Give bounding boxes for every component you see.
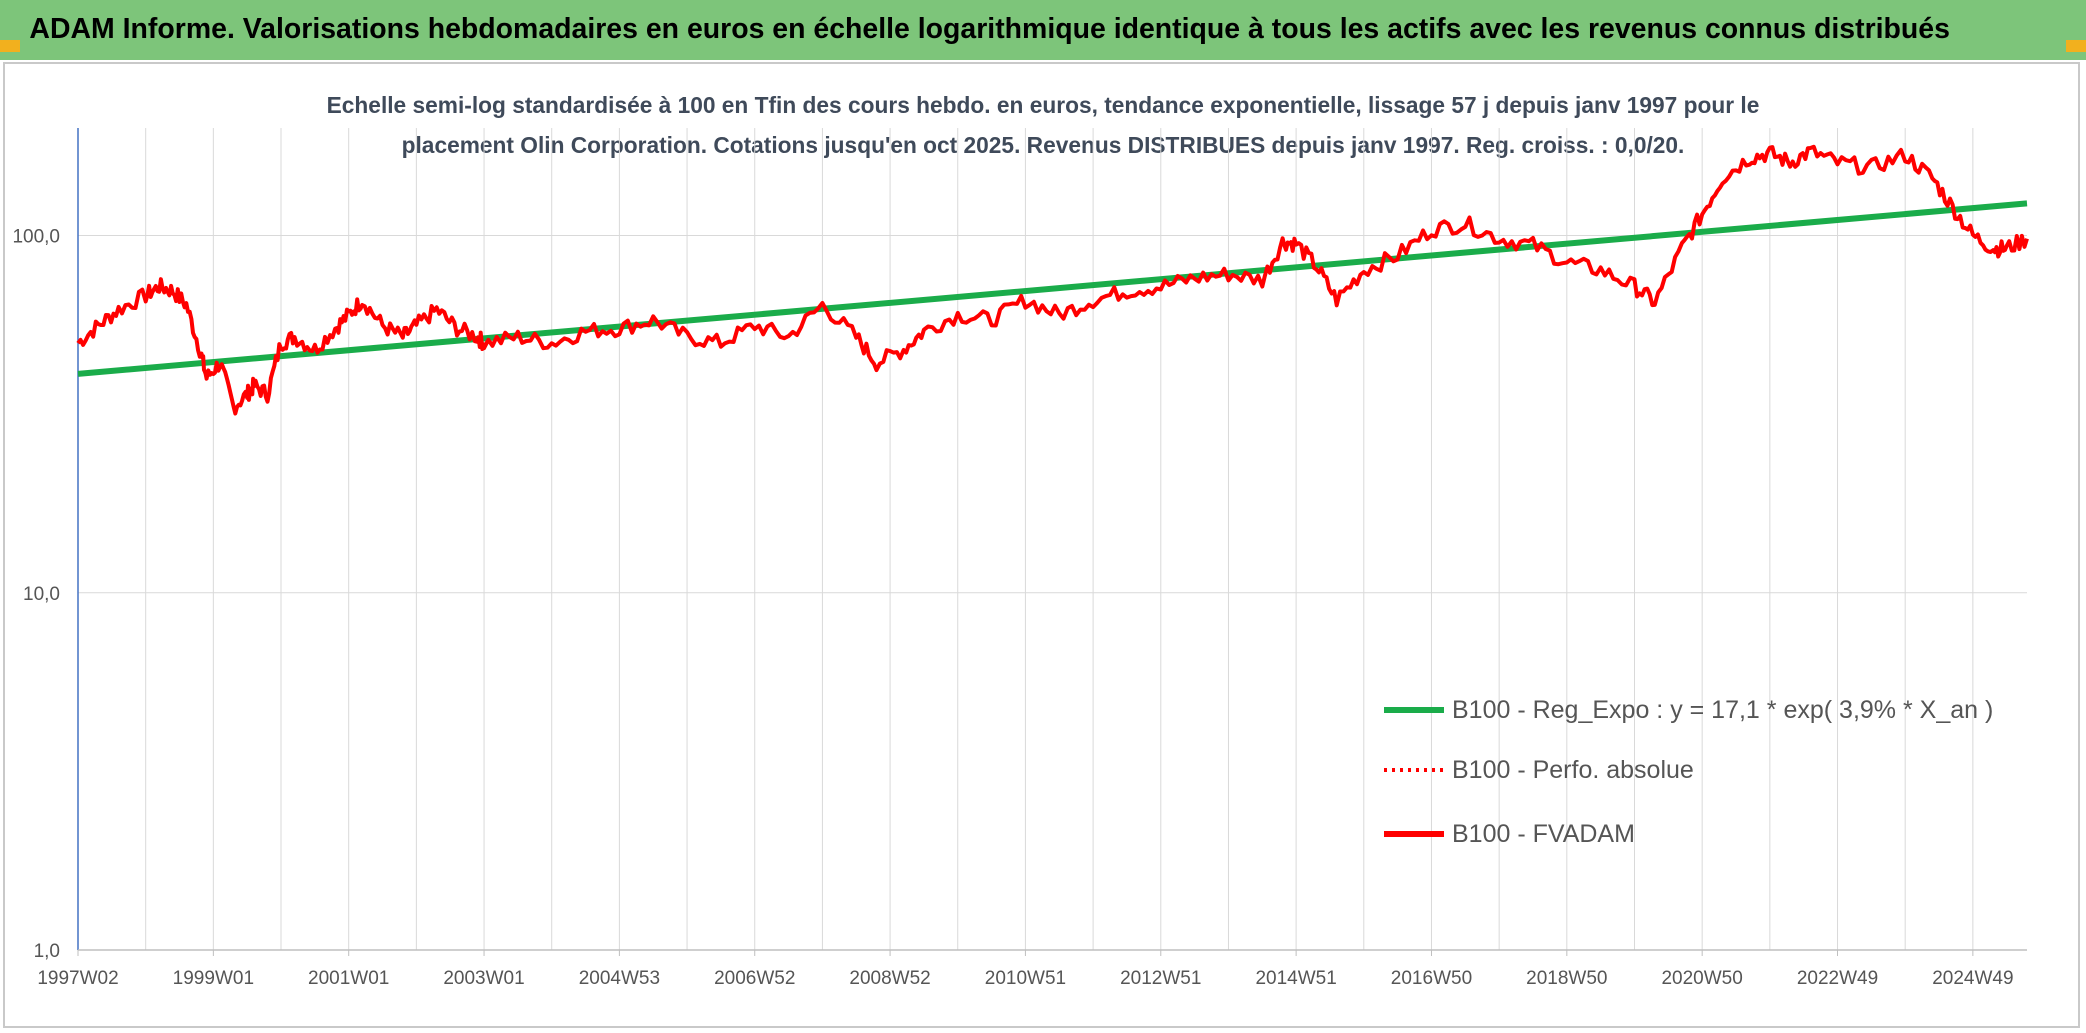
x-tick-label: 2014W51	[1255, 968, 1336, 989]
trend-line	[77, 200, 2028, 377]
x-tick-label: 2008W52	[849, 968, 930, 989]
title-banner	[0, 0, 2086, 60]
x-tick-label: 1997W02	[37, 968, 118, 989]
legend-label-trend: B100 - Reg_Expo : y = 17,1 * exp( 3,9% *…	[1452, 696, 1994, 724]
x-tick-label: 2010W51	[985, 968, 1066, 989]
y-tick-label: 1,0	[34, 941, 60, 962]
y-tick-label: 10,0	[23, 584, 60, 605]
chart-title-line-1: Echelle semi-log standardisée à 100 en T…	[326, 92, 1760, 118]
x-tick-label: 2006W52	[714, 968, 795, 989]
corner-marker-left	[0, 40, 20, 52]
x-tick-label: 2001W01	[308, 968, 389, 989]
x-tick-label: 2012W51	[1120, 968, 1201, 989]
legend-label-perfo: B100 - Perfo. absolue	[1452, 756, 1694, 784]
corner-marker-right	[2066, 40, 2086, 52]
y-tick-label: 100,0	[12, 227, 60, 248]
x-tick-label: 2020W50	[1661, 968, 1742, 989]
x-tick-label: 2022W49	[1797, 968, 1878, 989]
fvadam-line	[76, 144, 2029, 416]
page-title: ADAM Informe. Valorisations hebdomadaire…	[29, 13, 1950, 45]
legend-swatch-trend	[1384, 707, 1444, 713]
legend-label-fvadam: B100 - FVADAM	[1452, 820, 1635, 848]
x-tick-label: 2018W50	[1526, 968, 1607, 989]
chart-frame	[3, 62, 2080, 1028]
x-tick-label: 2024W49	[1932, 968, 2013, 989]
legend-swatch-perfo	[1384, 768, 1444, 772]
x-tick-label: 2004W53	[579, 968, 660, 989]
chart-title-line-2: placement Olin Corporation. Cotations ju…	[401, 132, 1685, 158]
legend-swatch-fvadam	[1384, 831, 1444, 837]
x-tick-label: 1999W01	[173, 968, 254, 989]
x-tick-label: 2003W01	[443, 968, 524, 989]
x-tick-label: 2016W50	[1391, 968, 1472, 989]
